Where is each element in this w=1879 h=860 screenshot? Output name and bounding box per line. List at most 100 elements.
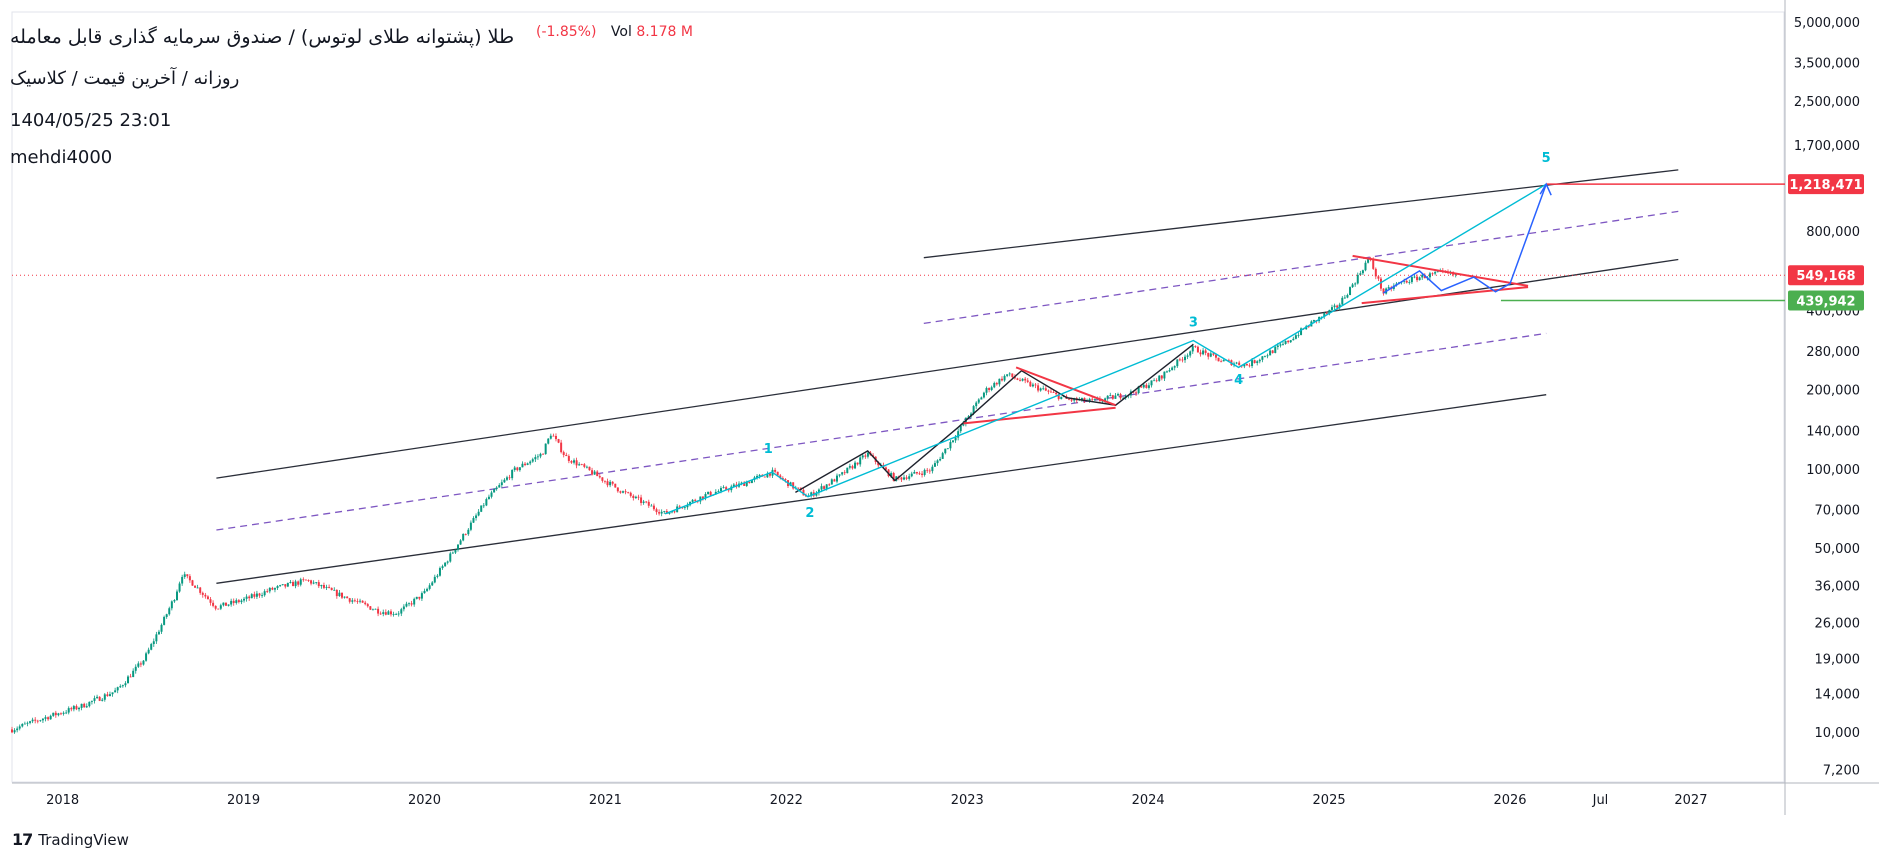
candle-body — [1135, 392, 1138, 394]
candle-body — [910, 473, 913, 477]
time-tick-label: 2019 — [227, 793, 260, 808]
candle-body — [188, 576, 191, 581]
candle-body — [1289, 340, 1292, 343]
candle-body — [119, 686, 122, 688]
candle-body — [1006, 374, 1009, 376]
candle-body — [294, 581, 297, 587]
candle-body — [1212, 353, 1215, 355]
candle-body — [1150, 380, 1153, 386]
candle-body — [224, 602, 227, 606]
candle-body — [1421, 274, 1424, 278]
candle-body — [271, 587, 274, 590]
wave-label: 1 — [764, 442, 773, 457]
candle-body — [1410, 277, 1413, 283]
volume-value: 8.178 M — [636, 24, 693, 40]
candle-body — [629, 492, 632, 496]
candle-body — [547, 438, 550, 444]
candle-body — [815, 492, 818, 496]
candle-body — [513, 467, 516, 471]
candle-body — [810, 492, 813, 496]
candle-body — [467, 529, 470, 535]
candle-body — [204, 594, 207, 597]
candle-body — [137, 663, 140, 667]
support-price-badge — [1788, 290, 1864, 311]
candle-body — [524, 463, 527, 465]
candle-body — [802, 489, 805, 496]
candle-body — [1176, 359, 1179, 367]
candle-body — [565, 454, 568, 457]
candle-body — [975, 402, 978, 407]
candle-body — [480, 505, 483, 512]
candle-body — [516, 467, 519, 471]
candle-body — [843, 472, 846, 474]
candle-body — [508, 477, 511, 479]
candle-body — [1039, 388, 1042, 391]
price-tick-label: 70,000 — [1815, 504, 1861, 519]
tradingview-brand[interactable]: 17 TradingView — [12, 830, 129, 849]
candle-body — [284, 584, 287, 587]
candle-body — [472, 518, 475, 523]
candle-body — [245, 596, 248, 599]
candle-body — [652, 505, 655, 510]
candle-body — [637, 496, 640, 498]
chart-subtitle: روزانه / آخرین قیمت / کلاسیک — [10, 68, 240, 89]
candle-body — [49, 715, 52, 720]
symbol-title: طلا (پشتوانه طلای لوتوس) / صندوق سرمایه … — [10, 26, 515, 48]
candle-body — [353, 600, 356, 602]
candle-body — [121, 685, 124, 687]
candle-body — [704, 494, 707, 499]
candle-body — [392, 614, 395, 615]
candle-body — [1044, 388, 1047, 391]
candle-body — [454, 549, 457, 553]
price-tick-label: 3,500,000 — [1794, 57, 1860, 72]
candle-body — [186, 574, 189, 577]
candle-body — [900, 477, 903, 480]
candle-body — [292, 582, 295, 587]
wave-label: 4 — [1234, 373, 1243, 388]
candle-body — [397, 613, 400, 615]
candle-body — [1274, 346, 1277, 353]
candle-body — [1196, 346, 1199, 353]
candle-body — [31, 719, 34, 722]
candle-body — [1202, 350, 1205, 355]
candle-body — [988, 388, 991, 390]
triangle-2025-upper — [1352, 254, 1529, 287]
candle-body — [219, 605, 222, 609]
candle-body — [29, 721, 32, 723]
candle-body — [1155, 380, 1158, 382]
candle-body — [152, 641, 155, 645]
price-axis[interactable]: 5,000,000 3,500,000 2,500,000 1,700,000 800,… — [1794, 16, 1860, 778]
price-tick-label: 19,000 — [1815, 652, 1861, 667]
candle-body — [1323, 313, 1326, 317]
candle-body — [111, 692, 114, 695]
candle-body — [699, 496, 702, 502]
candle-body — [415, 596, 418, 599]
candle-body — [995, 383, 998, 385]
time-tick-label: 2024 — [1132, 793, 1165, 808]
candle-body — [841, 472, 844, 475]
candle-body — [1263, 356, 1266, 358]
candle-body — [1325, 313, 1328, 314]
candle-body — [217, 608, 220, 610]
candle-body — [1003, 375, 1006, 381]
candle-body — [493, 489, 496, 493]
candle-body — [222, 602, 225, 606]
brand-name: TradingView — [38, 830, 129, 849]
candle-body — [39, 720, 42, 722]
candle-body — [173, 600, 176, 602]
candle-body — [817, 489, 820, 493]
candle-body — [622, 491, 625, 493]
candle-body — [1031, 384, 1034, 387]
candle-body — [75, 706, 78, 710]
time-axis[interactable]: 2018 2019 2020 2021 2022 2023 2024 2025 2026 Jul 2… — [46, 793, 1707, 808]
candle-body — [1364, 262, 1367, 271]
candle-body — [98, 696, 101, 701]
candle-body — [598, 476, 601, 478]
candle-body — [364, 602, 367, 605]
publish-datetime: 1404/05/25 23:01 — [10, 110, 172, 131]
candle-body — [201, 592, 204, 595]
candle-body — [632, 495, 635, 499]
candle-body — [1042, 388, 1045, 390]
candle-body — [526, 463, 529, 465]
